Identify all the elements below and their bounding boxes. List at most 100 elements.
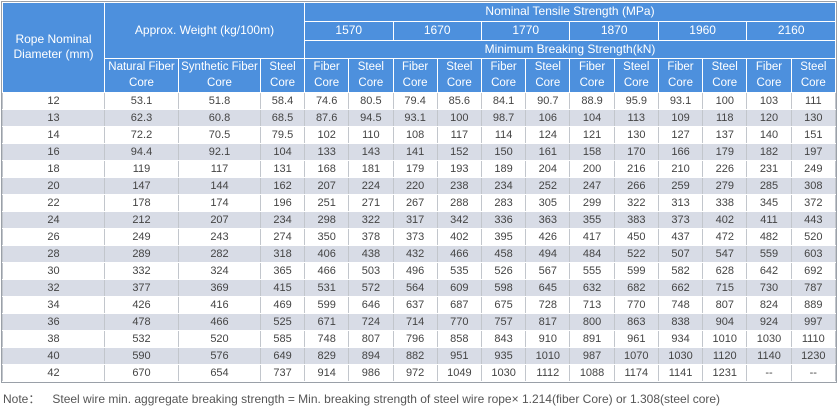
cell: 645 xyxy=(525,278,571,297)
cell: 113 xyxy=(613,108,659,127)
cell: 934 xyxy=(657,329,704,348)
cell: 124 xyxy=(525,125,571,144)
cell: 1120 xyxy=(702,346,748,365)
cell: 1010 xyxy=(525,346,571,365)
cell: 207 xyxy=(304,176,350,195)
cell: 305 xyxy=(525,193,571,212)
cell: 106 xyxy=(525,108,571,127)
core-col-1960-fiber-core: Fiber Core xyxy=(657,58,704,93)
cell: 289 xyxy=(104,244,179,263)
cell: 531 xyxy=(304,278,350,297)
cell: 748 xyxy=(304,329,350,348)
cell: 603 xyxy=(790,244,837,263)
cell: 274 xyxy=(259,227,306,246)
core-col-1670-fiber-core: Fiber Core xyxy=(392,58,438,93)
table-row-18: 18 119 117 131 168 181 179 193 189 204 200 216 210 22… xyxy=(2,159,837,178)
cell: 478 xyxy=(104,312,179,331)
footnote: Note： Steel wire min. aggregate breaking … xyxy=(1,383,837,407)
cell: 796 xyxy=(392,329,438,348)
cell: 26 xyxy=(2,227,105,246)
weight-col-0: Natural Fiber Core xyxy=(104,58,179,93)
cell: 882 xyxy=(392,346,438,365)
cell: 151 xyxy=(790,125,837,144)
cell: 715 xyxy=(702,278,748,297)
tensile-grade-1570: 1570 xyxy=(304,20,394,41)
table-row-20: 20 147 144 162 207 224 220 238 234 252 247 266 259 27… xyxy=(2,176,837,195)
cell: 1141 xyxy=(657,363,704,382)
cell: 402 xyxy=(436,227,482,246)
cell: 494 xyxy=(525,244,571,263)
cell: 94.4 xyxy=(104,142,179,161)
cell: 58.4 xyxy=(259,91,306,110)
cell: 576 xyxy=(178,346,261,365)
table-row-42: 42 670 654 737 914 986 972 1049 1030 1112 1088 1174… xyxy=(2,363,837,382)
table-row-36: 36 478 466 525 671 724 714 770 757 817 800 863 838 90… xyxy=(2,312,837,331)
cell: 838 xyxy=(657,312,704,331)
header-nominal-tensile-strength: Nominal Tensile Strength (MPa) xyxy=(304,2,836,22)
cell: 196 xyxy=(259,193,306,212)
cell: 1231 xyxy=(702,363,748,382)
cell: 130 xyxy=(790,108,837,127)
core-col-1870-fiber-core: Fiber Core xyxy=(569,58,615,93)
cell: 1230 xyxy=(790,346,837,365)
cell: 170 xyxy=(613,142,659,161)
cell: 147 xyxy=(104,176,179,195)
note-text: Steel wire min. aggregate breaking stren… xyxy=(52,391,721,406)
cell: 108 xyxy=(392,125,438,144)
core-col-2160-fiber-core: Fiber Core xyxy=(746,58,792,93)
cell: 34 xyxy=(2,295,105,314)
cell: 117 xyxy=(178,159,261,178)
cell: 121 xyxy=(569,125,615,144)
cell: 1030 xyxy=(746,329,792,348)
cell: 120 xyxy=(746,108,792,127)
cell: 224 xyxy=(348,176,394,195)
table-header: Rope Nominal Diameter (mm) Approx. Weigh… xyxy=(2,1,837,93)
header-min-breaking-strength: Minimum Breaking Strength(kN) xyxy=(304,39,836,60)
cell: 238 xyxy=(436,176,482,195)
cell: 90.7 xyxy=(525,91,571,110)
cell: 369 xyxy=(178,278,261,297)
cell: 104 xyxy=(569,108,615,127)
cell: 234 xyxy=(480,176,527,195)
table-body: 12 53.1 51.8 58.4 74.6 80.5 79.4 85.6 84.1 90.7 88… xyxy=(2,91,837,382)
cell: 525 xyxy=(259,312,306,331)
cell: 114 xyxy=(480,125,527,144)
cell: 119 xyxy=(104,159,179,178)
cell: 210 xyxy=(657,159,704,178)
cell: 671 xyxy=(304,312,350,331)
cell: 249 xyxy=(790,159,837,178)
cell: 472 xyxy=(702,227,748,246)
cell: 572 xyxy=(348,278,394,297)
cell: 350 xyxy=(304,227,350,246)
table-row-28: 28 289 282 318 406 438 432 466 458 494 484 522 507 54… xyxy=(2,244,837,263)
cell: 416 xyxy=(178,295,261,314)
cell: 342 xyxy=(436,210,482,229)
cell: 152 xyxy=(436,142,482,161)
cell: 628 xyxy=(702,261,748,280)
header-rope-nominal-diameter: Rope Nominal Diameter (mm) xyxy=(2,2,105,93)
cell: 437 xyxy=(657,227,704,246)
tensile-grade-1870: 1870 xyxy=(569,20,659,41)
cell: 249 xyxy=(104,227,179,246)
cell: 308 xyxy=(790,176,837,195)
cell: 730 xyxy=(746,278,792,297)
cell: 110 xyxy=(348,125,394,144)
cell: 141 xyxy=(392,142,438,161)
cell: 231 xyxy=(746,159,792,178)
cell: 243 xyxy=(178,227,261,246)
weight-col-1: Synthetic Fiber Core xyxy=(178,58,261,93)
cell: 93.1 xyxy=(657,91,704,110)
cell: 68.5 xyxy=(259,108,306,127)
cell: 18 xyxy=(2,159,105,178)
cell: 555 xyxy=(569,261,615,280)
cell: 79.4 xyxy=(392,91,438,110)
cell: 843 xyxy=(480,329,527,348)
cell: 432 xyxy=(392,244,438,263)
cell: 288 xyxy=(436,193,482,212)
cell: 632 xyxy=(569,278,615,297)
cell: 53.1 xyxy=(104,91,179,110)
table-row-16: 16 94.4 92.1 104 133 143 141 152 150 161 158 170 166… xyxy=(2,142,837,161)
cell: 1030 xyxy=(657,346,704,365)
cell: 466 xyxy=(178,312,261,331)
cell: 559 xyxy=(746,244,792,263)
